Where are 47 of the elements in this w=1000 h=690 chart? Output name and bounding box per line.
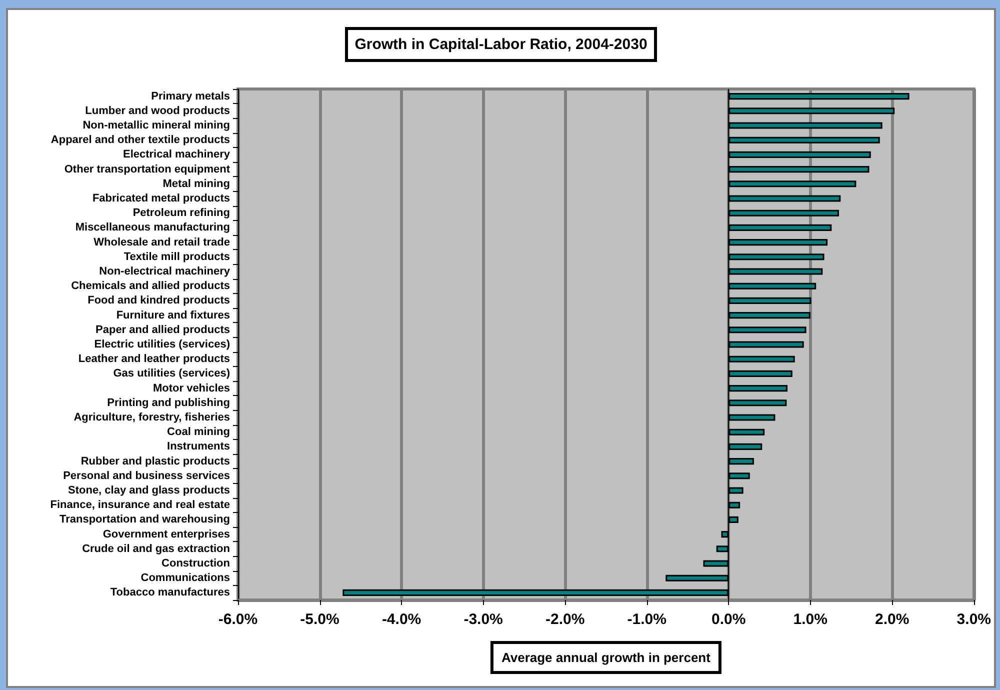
x-axis-title: Average annual growth in percent: [501, 650, 712, 665]
y-tick-label: Paper and allied products: [96, 324, 230, 336]
y-tick-label: Finance, insurance and real estate: [50, 499, 230, 512]
y-tick-label: Primary metals: [151, 90, 230, 102]
y-tick-label: Fabricated metal products: [92, 192, 230, 204]
y-tick-label: Communications: [140, 572, 230, 584]
y-tick-label: Food and kindred products: [88, 294, 230, 307]
x-tick-label: 1.0%: [793, 611, 828, 628]
y-tick-label: Leather and leather products: [78, 353, 230, 366]
y-tick-label: Chemicals and allied products: [71, 280, 230, 292]
y-tick-label: Motor vehicles: [152, 382, 230, 394]
y-tick-label: Government enterprises: [102, 528, 230, 540]
x-tick-label: -1.0%: [627, 611, 666, 628]
y-tick-label: Coal mining: [167, 426, 230, 438]
y-tick-label: Textile mill products: [124, 250, 230, 263]
x-tick-label: -4.0%: [382, 611, 422, 628]
y-tick-label: Personal and business services: [63, 470, 230, 482]
y-tick-label: Apparel and other textile products: [50, 134, 230, 146]
x-tick-label: -3.0%: [464, 611, 503, 628]
y-tick-label: Miscellaneous manufacturing: [75, 222, 230, 234]
y-tick-label: Electric utilities (services): [94, 338, 230, 350]
x-tick-label: 3.0%: [956, 611, 992, 628]
x-tick-label: 0.0%: [712, 611, 746, 628]
y-tick-label: Non-metallic mineral mining: [82, 120, 230, 132]
y-tick-label: Instruments: [167, 440, 230, 453]
y-tick-label: Wholesale and retail trade: [94, 236, 230, 248]
y-tick-label: Electrical machinery: [122, 148, 231, 161]
y-tick-label: Printing and publishing: [107, 396, 230, 409]
y-tick-label: Non-electrical machinery: [99, 266, 231, 278]
x-tick-label: 2.0%: [875, 611, 910, 628]
y-tick-label: Agriculture, forestry, fisheries: [74, 412, 230, 424]
y-tick-label: Lumber and wood products: [85, 104, 230, 117]
x-tick-label: -2.0%: [545, 611, 585, 628]
y-tick-label: Metal mining: [162, 178, 230, 190]
y-tick-label: Transportation and warehousing: [59, 514, 230, 526]
x-tick-label: -5.0%: [300, 611, 340, 628]
y-tick-label: Furniture and fixtures: [116, 309, 230, 322]
x-tick-label: -6.0%: [218, 611, 258, 628]
y-tick-label: Crude oil and gas extraction: [82, 542, 230, 555]
y-tick-label: Tobacco manufactures: [110, 586, 230, 599]
y-tick-label: Gas utilities (services): [113, 368, 230, 380]
y-tick-label: Other transportation equipment: [64, 163, 230, 176]
y-tick-label: Rubber and plastic products: [80, 455, 230, 468]
y-tick-label: Stone, clay and glass products: [68, 484, 230, 496]
y-tick-label: Construction: [162, 558, 230, 570]
chart-title: Growth in Capital-Labor Ratio, 2004-2030: [354, 36, 648, 53]
y-tick-label: Petroleum refining: [132, 207, 230, 220]
